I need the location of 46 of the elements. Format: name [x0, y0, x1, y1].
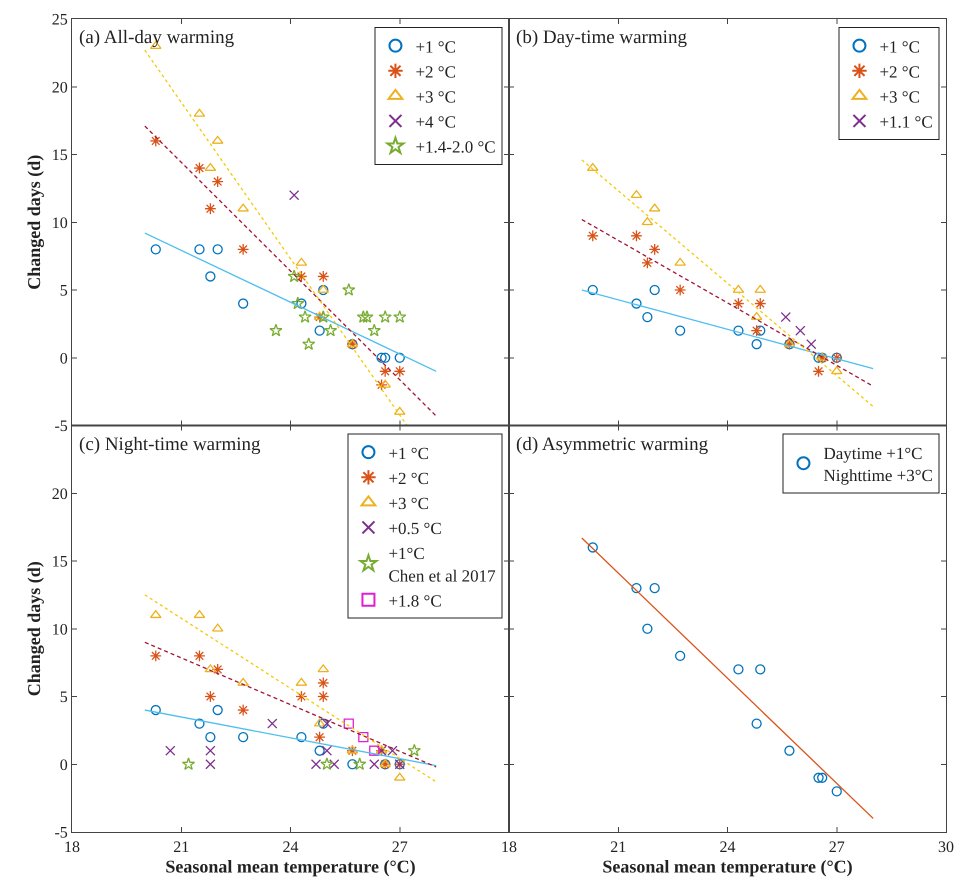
x-axis-title: Seasonal mean temperature (°C) — [602, 856, 853, 876]
legend-label: +2 °C — [415, 62, 456, 82]
legend-label: +1.8 °C — [388, 591, 442, 610]
legend-label: +1 °C — [415, 37, 456, 56]
x-axis-title: Seasonal mean temperature (°C) — [165, 856, 416, 876]
y-tick-label: 20 — [52, 79, 68, 96]
legend-label: +0.5 °C — [388, 519, 442, 538]
x-tick-label: 24 — [720, 839, 736, 856]
y-tick-label: 10 — [52, 214, 68, 232]
text: (c) Night-time warming — [79, 434, 261, 455]
text: (d) Asymmetric warming — [516, 434, 709, 455]
legend-label: +1 °C — [388, 444, 429, 463]
legend-label: +1.4-2.0 °C — [415, 138, 496, 157]
y-axis-title: Changed days (d) — [24, 154, 44, 290]
y-tick-label: 0 — [60, 756, 68, 774]
x-tick-label: 30 — [938, 839, 954, 856]
legend-label: +1.1 °C — [879, 112, 933, 132]
y-axis-title: Changed days (d) — [24, 561, 44, 696]
x-tick-label: 27 — [828, 839, 845, 856]
y-tick-label: -5 — [54, 418, 68, 436]
x-tick-label: 18 — [64, 839, 80, 856]
legend-label: +3 °C — [879, 88, 920, 107]
chart-title: (a) All-day warming — [79, 27, 235, 48]
x-tick-label: 21 — [610, 839, 626, 856]
y-tick-label: 15 — [52, 147, 68, 164]
y-tick-label: -5 — [54, 824, 68, 842]
y-tick-label: 25 — [52, 12, 68, 29]
y-tick-label: 10 — [52, 621, 68, 638]
x-tick-label: 18 — [501, 839, 517, 856]
legend-label: +1°C Chen et al 2017 — [388, 544, 496, 586]
x-tick-label: 27 — [392, 839, 408, 856]
y-tick-label: 5 — [60, 689, 68, 706]
legend-label: +2 °C — [879, 62, 920, 82]
legend-label: +1 °C — [879, 37, 920, 56]
x-tick-label: 21 — [173, 839, 190, 856]
y-tick-label: 20 — [52, 486, 68, 503]
legend-label: Daytime +1°C Nighttime +3°C — [823, 444, 933, 485]
y-tick-label: 15 — [52, 554, 68, 571]
chart-title: (b) Day-time warming — [516, 27, 688, 48]
legend-label: +4 °C — [415, 112, 456, 132]
legend-label: +3 °C — [415, 88, 456, 107]
x-tick-label: 24 — [282, 839, 298, 856]
y-tick-label: 0 — [60, 350, 68, 368]
y-tick-label: 5 — [60, 282, 68, 300]
legend-label: +3 °C — [388, 494, 429, 514]
legend-label: +2 °C — [388, 468, 429, 488]
